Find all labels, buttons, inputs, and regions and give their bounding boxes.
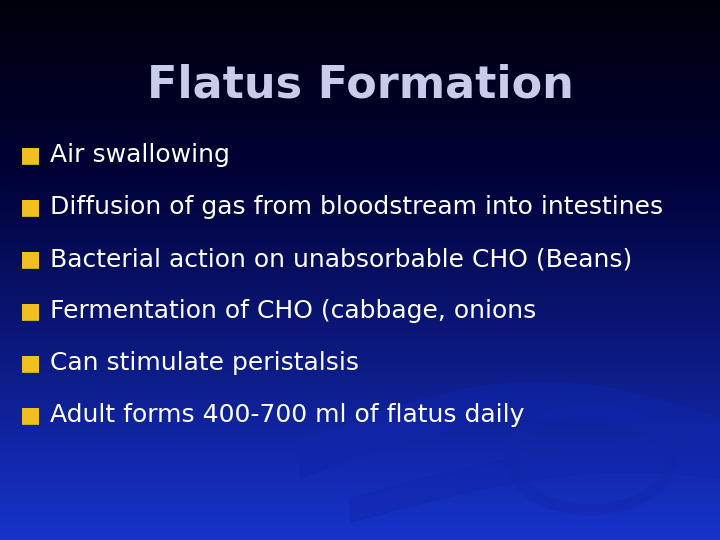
Text: Fermentation of CHO (cabbage, onions: Fermentation of CHO (cabbage, onions (50, 299, 536, 323)
Text: Can stimulate peristalsis: Can stimulate peristalsis (50, 351, 359, 375)
Text: ■: ■ (19, 301, 40, 321)
Text: ■: ■ (19, 145, 40, 165)
Text: Diffusion of gas from bloodstream into intestines: Diffusion of gas from bloodstream into i… (50, 195, 663, 219)
Text: Flatus Formation: Flatus Formation (147, 64, 573, 106)
Text: Bacterial action on unabsorbable CHO (Beans): Bacterial action on unabsorbable CHO (Be… (50, 247, 632, 271)
Text: ■: ■ (19, 197, 40, 217)
Text: Air swallowing: Air swallowing (50, 143, 230, 167)
Text: ■: ■ (19, 405, 40, 425)
Text: ■: ■ (19, 353, 40, 373)
Text: ■: ■ (19, 249, 40, 269)
Text: Adult forms 400-700 ml of flatus daily: Adult forms 400-700 ml of flatus daily (50, 403, 524, 427)
